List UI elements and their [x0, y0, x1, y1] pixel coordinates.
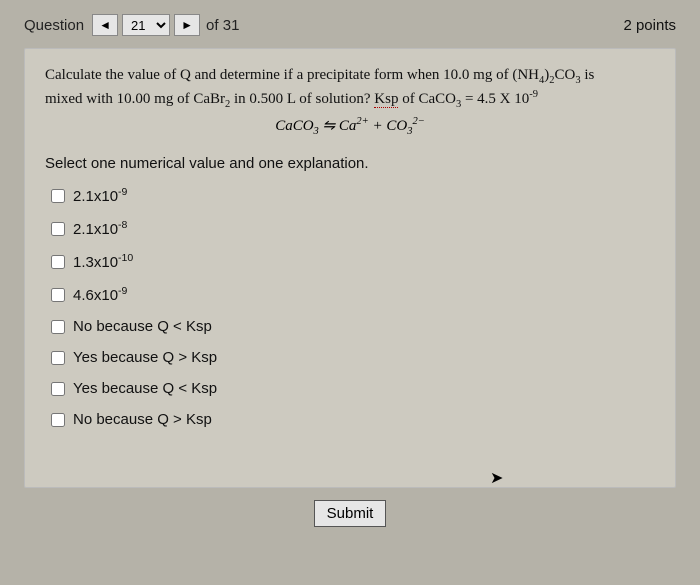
sup-2minus: 2− [412, 116, 424, 127]
options-list: 2.1x10-9 2.1x10-8 1.3x10-10 4.6x10-9 No beca… [51, 186, 655, 428]
answer-label: 2.1x10-9 [73, 186, 127, 205]
question-number-select[interactable]: 21 [122, 14, 170, 36]
answer-label: No because Q < Ksp [73, 318, 212, 335]
question-total: of 31 [206, 17, 239, 34]
answer-checkbox[interactable] [51, 351, 65, 365]
equation: CaCO3 ⇋ Ca2+ + CO32− [45, 116, 655, 137]
answer-option[interactable]: 2.1x10-9 [51, 186, 655, 205]
answer-option[interactable]: No because Q > Ksp [51, 411, 655, 428]
answer-option[interactable]: Yes because Q < Ksp [51, 380, 655, 397]
submit-button[interactable]: Submit [314, 500, 387, 527]
question-prompt: Calculate the value of Q and determine i… [45, 65, 655, 112]
prompt-text: of CaCO [398, 91, 456, 107]
prompt-text: mixed with 10.00 mg of CaBr [45, 91, 225, 107]
prompt-text: Calculate the value of Q and determine i… [45, 67, 539, 83]
answer-checkbox[interactable] [51, 189, 65, 203]
question-header: Question ◄ 21 ► of 31 2 points [24, 14, 676, 36]
answer-option[interactable]: 1.3x10-10 [51, 252, 655, 271]
eq-text: CaCO [275, 118, 313, 134]
answer-checkbox[interactable] [51, 413, 65, 427]
answer-checkbox[interactable] [51, 222, 65, 236]
quiz-container: Question ◄ 21 ► of 31 2 points Calculate… [0, 0, 700, 541]
answer-label: Yes because Q > Ksp [73, 349, 217, 366]
instruction-text: Select one numerical value and one expla… [45, 155, 655, 172]
prompt-text: in 0.500 L of solution? [230, 91, 374, 107]
answer-option[interactable]: 2.1x10-8 [51, 219, 655, 238]
answer-label: No because Q > Ksp [73, 411, 212, 428]
sup-neg9: -9 [529, 89, 538, 100]
answer-option[interactable]: Yes because Q > Ksp [51, 349, 655, 366]
answer-checkbox[interactable] [51, 288, 65, 302]
submit-row: Submit [24, 500, 676, 527]
question-label: Question [24, 17, 84, 34]
sub-3: 3 [407, 126, 412, 137]
answer-label: 2.1x10-8 [73, 219, 127, 238]
answer-label: 1.3x10-10 [73, 252, 133, 271]
sup-2plus: 2+ [356, 116, 368, 127]
points-label: 2 points [623, 17, 676, 34]
eq-text: + CO [369, 118, 407, 134]
answer-checkbox[interactable] [51, 320, 65, 334]
prev-question-button[interactable]: ◄ [92, 14, 118, 36]
question-panel: Calculate the value of Q and determine i… [24, 48, 676, 488]
next-question-button[interactable]: ► [174, 14, 200, 36]
answer-label: 4.6x10-9 [73, 285, 127, 304]
answer-checkbox[interactable] [51, 255, 65, 269]
prompt-text: CO [555, 67, 576, 83]
ksp-link[interactable]: Ksp [374, 91, 398, 108]
answer-label: Yes because Q < Ksp [73, 380, 217, 397]
answer-option[interactable]: No because Q < Ksp [51, 318, 655, 335]
answer-option[interactable]: 4.6x10-9 [51, 285, 655, 304]
prompt-text: is [581, 67, 595, 83]
prompt-text: = 4.5 X 10 [461, 91, 529, 107]
eq-text: ⇋ Ca [319, 118, 357, 134]
answer-checkbox[interactable] [51, 382, 65, 396]
